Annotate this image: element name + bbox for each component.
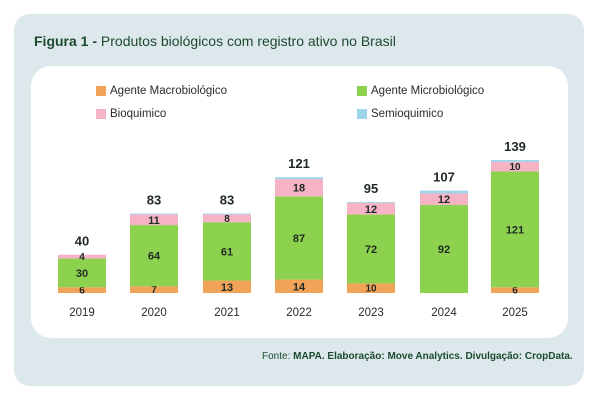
bar-segment-2021-2 [203,214,251,223]
legend-item-bioquimico: Bioquimico [96,108,166,120]
bar-segment-2021-0 [203,280,251,293]
legend-label-micro: Agente Microbiológico [371,85,485,97]
bar-label-2019-0: 6 [79,286,85,297]
total-label-2024: 107 [433,170,455,185]
legend-swatch-macro [96,86,106,96]
bar-segment-2019-0 [58,287,106,293]
bar-label-2021-1: 61 [221,246,233,258]
x-tick-label-2025: 2025 [502,307,528,319]
bar-segment-2025-2 [491,161,539,172]
bar-label-2023-1: 72 [365,244,377,256]
bar-segment-2025-3 [491,160,539,162]
bar-segment-2023-1 [347,214,395,284]
bar-segment-2019-2 [58,254,106,259]
bar-segment-2022-0 [275,279,323,293]
total-label-2023: 95 [364,181,378,196]
total-label-2021: 83 [220,193,234,208]
bar-segment-2021-1 [203,222,251,281]
elaboration-value: Move Analytics. [387,351,463,362]
legend-item-micro: Agente Microbiológico [357,85,484,97]
source-value: MAPA. [293,351,325,362]
bar-segment-2020-1 [130,225,178,287]
figure-title: Figura 1 - Produtos biológicos com regis… [34,33,396,49]
bar-segment-2023-3 [347,202,395,204]
bar-segment-2024-2 [420,193,468,205]
dissemination-label: Divulgação: [465,351,523,362]
bar-segment-2025-0 [491,287,539,293]
bar-segment-2021-3 [203,213,251,215]
bar-label-2019-1: 30 [76,268,88,280]
legend-item-semioquimico: Semioquimico [357,108,443,120]
legend-label-bioquimico: Bioquimico [110,108,167,120]
bar-label-2025-0: 6 [512,286,518,297]
figure-label: Figura 1 - [34,33,98,49]
bar-label-2023-0: 10 [365,284,377,295]
legend-swatch-semioquimico [357,109,367,119]
x-tick-label-2022: 2022 [286,307,312,319]
bar-label-2022-0: 14 [293,281,306,293]
total-label-2025: 139 [504,139,526,154]
total-label-2020: 83 [147,193,161,208]
bar-segment-2022-1 [275,196,323,280]
bar-segment-2023-2 [347,203,395,215]
legend-swatch-micro [357,86,367,96]
source-footer: Fonte: MAPA. Elaboração: Move Analytics.… [262,351,573,362]
bar-segment-2020-0 [130,286,178,293]
x-tick-label-2021: 2021 [214,307,240,319]
bar-label-2020-2: 11 [148,215,160,227]
bar-segment-2022-3 [275,177,323,180]
dissemination-value: CropData. [524,351,573,362]
legend-label-semioquimico: Semioquimico [371,108,444,120]
bar-label-2019-2: 4 [79,252,85,263]
bar-label-2024-1: 92 [438,244,450,256]
bar-segment-2024-3 [420,190,468,194]
legend-swatch-bioquimico [96,109,106,119]
bar-label-2022-2: 18 [293,183,305,195]
total-label-2022: 121 [288,156,310,171]
bar-segment-2019-1 [58,258,106,288]
bar-label-2025-1: 121 [506,224,524,236]
bar-segment-2022-2 [275,179,323,197]
figure-title-text: Produtos biológicos com registro ativo n… [100,33,396,49]
legend-item-macro: Agente Macrobiológico [96,85,227,97]
bar-label-2021-2: 8 [224,214,230,225]
bar-label-2022-1: 87 [293,233,305,245]
bar-segment-2024-1 [420,204,468,293]
source-label: Fonte: [262,351,291,362]
x-tick-label-2019: 2019 [69,307,95,319]
elaboration-label: Elaboração: [327,351,385,362]
bar-label-2021-0: 13 [221,282,233,294]
bar-label-2020-0: 7 [151,285,157,296]
bar-label-2024-2: 12 [438,194,450,206]
total-label-2019: 40 [75,234,89,249]
bar-segment-2020-2 [130,214,178,226]
legend-label-macro: Agente Macrobiológico [110,85,227,97]
bar-segment-2020-3 [130,213,178,215]
x-tick-label-2020: 2020 [141,307,167,319]
bar-label-2020-1: 64 [148,251,161,263]
x-tick-label-2024: 2024 [431,307,457,319]
bar-segment-2023-0 [347,283,395,293]
bar-label-2023-2: 12 [365,204,377,216]
x-tick-label-2023: 2023 [358,307,384,319]
bar-segment-2025-1 [491,171,539,288]
bar-label-2025-2: 10 [509,162,521,173]
